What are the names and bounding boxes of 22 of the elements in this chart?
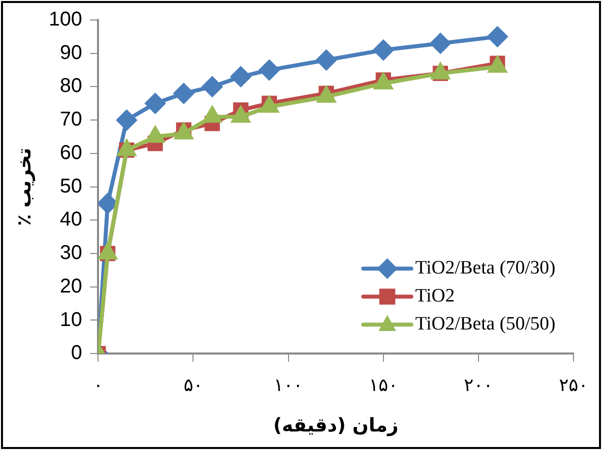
legend-label: TiO2/Beta (50/50): [415, 314, 556, 335]
legend-label: TiO2/Beta (70/30): [415, 258, 556, 279]
x-tick-label: ۲۰۰: [464, 375, 493, 396]
y-tick-label: 70: [60, 108, 82, 131]
legend-label: TiO2: [415, 286, 455, 307]
y-tick-label: 50: [60, 175, 82, 198]
y-tick-label: 0: [71, 342, 82, 364]
y-tick-label: 80: [60, 75, 82, 98]
x-tick-label: ۰: [93, 375, 104, 396]
x-tick-label: ۵۰: [184, 375, 203, 396]
x-tick-label: ۱۵۰: [368, 375, 398, 396]
y-tick-label: 60: [60, 142, 82, 164]
y-tick-label: 10: [60, 308, 82, 331]
y-tick-label: 100: [48, 8, 82, 31]
x-axis-title: زمان (دقیقه): [273, 414, 398, 437]
x-tick-label: ۱۰۰: [274, 375, 303, 396]
y-tick-label: 20: [60, 275, 82, 298]
y-tick-label: 30: [60, 242, 82, 264]
x-tick-label: ۲۵۰: [558, 375, 588, 396]
y-tick-label: 90: [60, 42, 82, 64]
y-axis-title: ٪ تخریب: [13, 148, 36, 226]
y-tick-label: 40: [60, 208, 82, 231]
